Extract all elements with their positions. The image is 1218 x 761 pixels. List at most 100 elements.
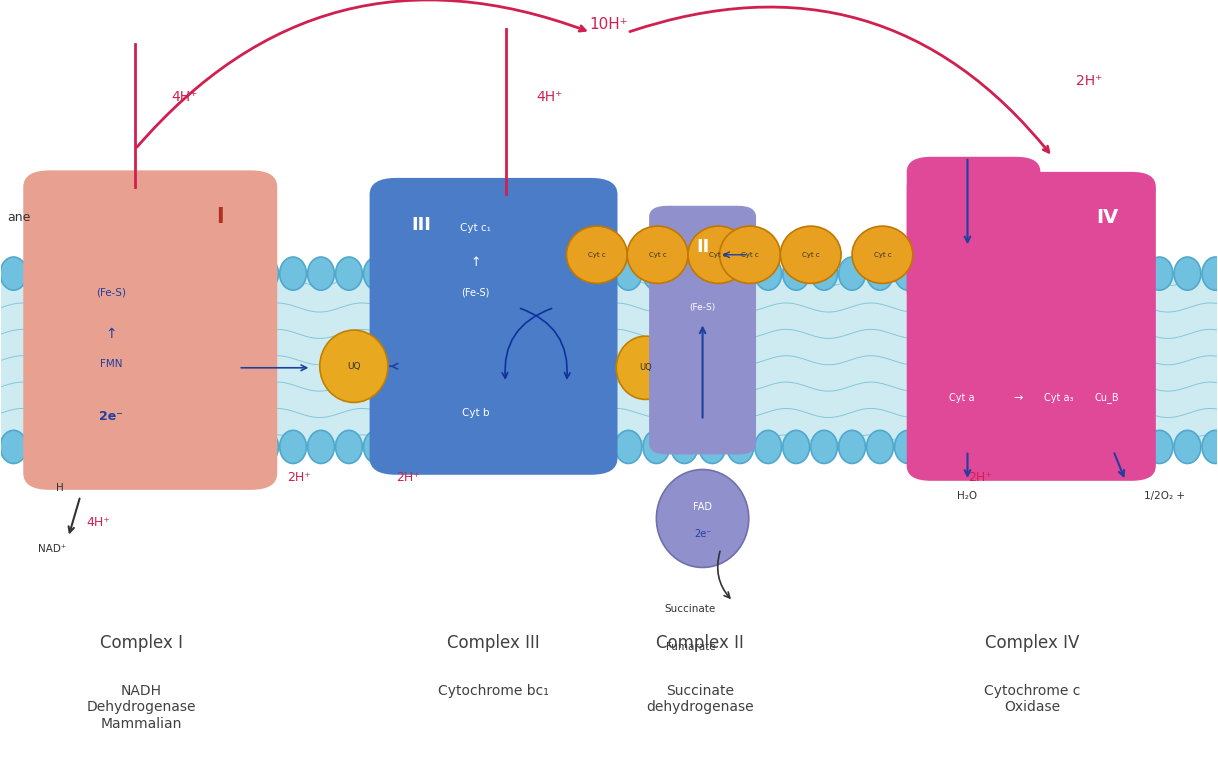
Text: Cyt c: Cyt c: [710, 252, 727, 258]
Ellipse shape: [839, 257, 866, 290]
Ellipse shape: [252, 430, 279, 463]
Text: 2H⁺: 2H⁺: [968, 470, 991, 483]
Ellipse shape: [28, 257, 55, 290]
Ellipse shape: [1146, 257, 1173, 290]
Ellipse shape: [56, 430, 83, 463]
Text: →: →: [1013, 393, 1023, 403]
Text: Complex III: Complex III: [447, 634, 540, 652]
Text: ↑: ↑: [105, 327, 117, 341]
Ellipse shape: [168, 430, 195, 463]
Text: NADH
Dehydrogenase
Mammalian: NADH Dehydrogenase Mammalian: [86, 684, 196, 731]
Ellipse shape: [720, 226, 781, 283]
Ellipse shape: [587, 430, 614, 463]
Ellipse shape: [783, 257, 810, 290]
Ellipse shape: [978, 430, 1005, 463]
FancyBboxPatch shape: [23, 170, 278, 490]
Ellipse shape: [867, 430, 893, 463]
Ellipse shape: [587, 257, 614, 290]
Ellipse shape: [84, 430, 111, 463]
Text: ↑: ↑: [470, 256, 481, 269]
Ellipse shape: [531, 257, 558, 290]
Ellipse shape: [336, 257, 362, 290]
Ellipse shape: [308, 257, 335, 290]
Ellipse shape: [140, 257, 167, 290]
Text: Cyt c: Cyt c: [801, 252, 820, 258]
Text: NAD⁺: NAD⁺: [38, 543, 66, 554]
Text: I: I: [217, 207, 224, 227]
FancyBboxPatch shape: [649, 205, 756, 454]
Text: Cyt c: Cyt c: [873, 252, 892, 258]
Ellipse shape: [1174, 257, 1201, 290]
Ellipse shape: [643, 430, 670, 463]
Ellipse shape: [839, 430, 866, 463]
Ellipse shape: [168, 257, 195, 290]
Text: H₂O: H₂O: [957, 491, 978, 501]
Text: 2e⁻: 2e⁻: [694, 529, 711, 539]
Text: III: III: [410, 215, 431, 234]
Ellipse shape: [419, 257, 446, 290]
Ellipse shape: [56, 257, 83, 290]
Ellipse shape: [1062, 257, 1089, 290]
Ellipse shape: [308, 430, 335, 463]
Text: 2e⁻: 2e⁻: [99, 410, 123, 423]
Text: 4H⁺: 4H⁺: [172, 90, 197, 103]
Ellipse shape: [566, 226, 627, 283]
Text: 4H⁺: 4H⁺: [86, 516, 111, 529]
Text: (Fe-S): (Fe-S): [689, 303, 716, 312]
Ellipse shape: [727, 430, 754, 463]
Text: Complex II: Complex II: [657, 634, 744, 652]
Ellipse shape: [643, 257, 670, 290]
Ellipse shape: [867, 257, 893, 290]
Ellipse shape: [419, 430, 446, 463]
Text: H: H: [56, 483, 63, 493]
Text: Cytochrome bc₁: Cytochrome bc₁: [438, 684, 549, 699]
Text: ane: ane: [7, 211, 30, 224]
Ellipse shape: [781, 226, 842, 283]
Ellipse shape: [727, 257, 754, 290]
Ellipse shape: [922, 430, 949, 463]
Ellipse shape: [196, 257, 223, 290]
Text: Cyt c₁: Cyt c₁: [460, 224, 491, 234]
Ellipse shape: [447, 257, 474, 290]
Text: 2H⁺: 2H⁺: [1075, 75, 1102, 88]
Text: FAD: FAD: [693, 502, 713, 512]
Ellipse shape: [0, 430, 27, 463]
Ellipse shape: [475, 430, 502, 463]
Text: Succinate: Succinate: [665, 604, 716, 614]
FancyBboxPatch shape: [369, 178, 618, 475]
Ellipse shape: [950, 430, 977, 463]
Ellipse shape: [112, 430, 139, 463]
Ellipse shape: [28, 430, 55, 463]
Text: Cytochrome c
Oxidase: Cytochrome c Oxidase: [984, 684, 1080, 715]
Text: II: II: [695, 238, 709, 256]
Ellipse shape: [1090, 257, 1117, 290]
Ellipse shape: [391, 257, 418, 290]
Ellipse shape: [559, 257, 586, 290]
Ellipse shape: [559, 430, 586, 463]
Ellipse shape: [1202, 257, 1218, 290]
Text: Complex IV: Complex IV: [984, 634, 1079, 652]
Ellipse shape: [894, 257, 921, 290]
Text: 2H⁺: 2H⁺: [397, 470, 420, 483]
Ellipse shape: [84, 257, 111, 290]
Text: 1/2O₂ +: 1/2O₂ +: [1144, 491, 1185, 501]
Ellipse shape: [1146, 430, 1173, 463]
Ellipse shape: [1090, 430, 1117, 463]
Ellipse shape: [1006, 430, 1033, 463]
Ellipse shape: [363, 430, 390, 463]
Ellipse shape: [1174, 430, 1201, 463]
Text: Complex I: Complex I: [100, 634, 183, 652]
Ellipse shape: [688, 226, 749, 283]
Text: Cyt a: Cyt a: [949, 393, 974, 403]
Ellipse shape: [616, 336, 675, 400]
Ellipse shape: [615, 430, 642, 463]
Text: 2H⁺: 2H⁺: [287, 470, 311, 483]
Ellipse shape: [811, 430, 838, 463]
Ellipse shape: [224, 430, 251, 463]
Text: Cyt c: Cyt c: [649, 252, 666, 258]
Ellipse shape: [894, 430, 921, 463]
Ellipse shape: [336, 430, 362, 463]
Ellipse shape: [224, 257, 251, 290]
Ellipse shape: [657, 470, 749, 568]
Ellipse shape: [853, 226, 912, 283]
